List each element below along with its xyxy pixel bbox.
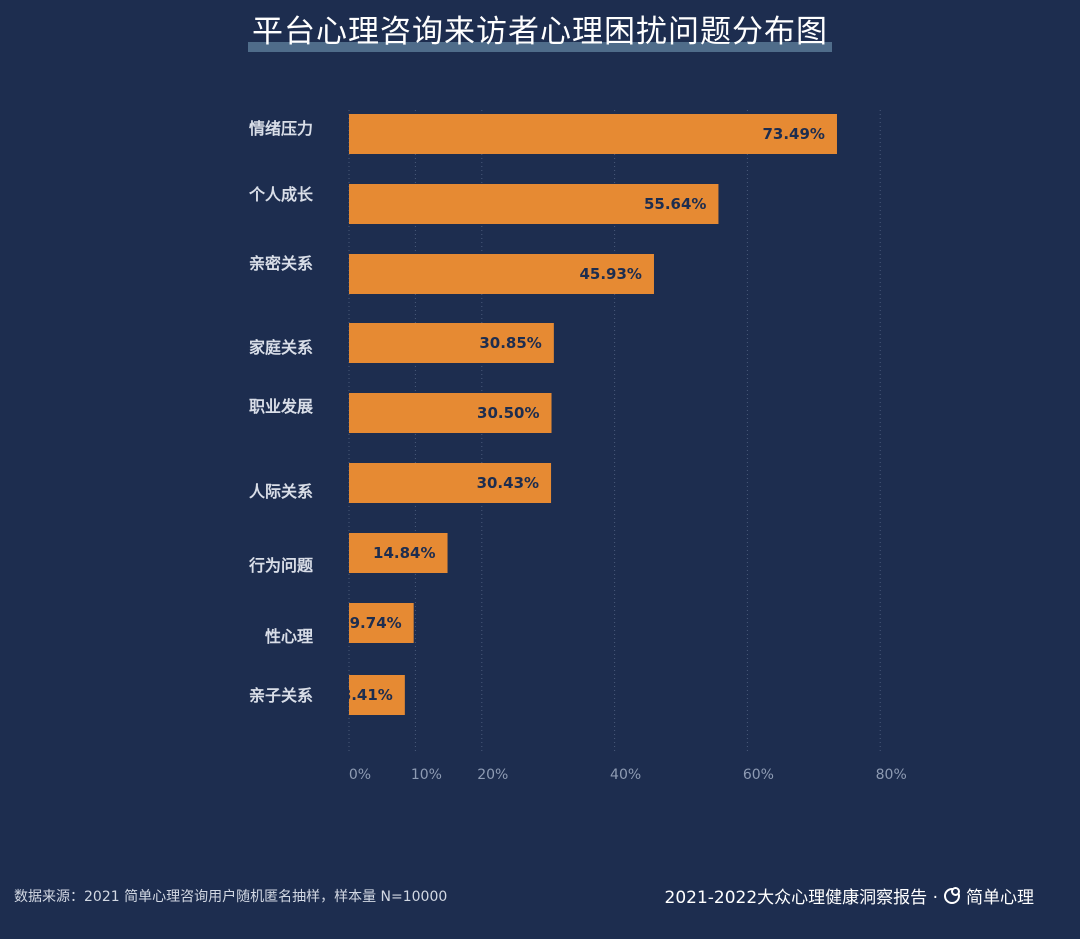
value-label: 8.41%: [341, 686, 393, 704]
x-tick-label: 10%: [411, 767, 442, 783]
chart-title: 平台心理咨询来访者心理困扰问题分布图: [248, 12, 832, 52]
bar-4: [349, 393, 552, 433]
value-label: 30.85%: [479, 334, 541, 352]
bar-0: [349, 114, 837, 154]
brand-name: 简单心理: [966, 888, 1034, 908]
category-label: 个人成长: [248, 185, 314, 204]
data-source-note: 数据来源：2021 简单心理咨询用户随机匿名抽样，样本量 N=10000: [14, 889, 448, 905]
value-label: 14.84%: [373, 544, 435, 562]
brand-logo-icon: [944, 886, 960, 904]
value-label: 30.43%: [477, 474, 539, 492]
report-credit: 2021-2022大众心理健康洞察报告 · 简单心理: [665, 883, 1034, 908]
category-label: 家庭关系: [249, 338, 313, 357]
value-label: 45.93%: [579, 265, 641, 283]
x-tick-label: 40%: [610, 767, 641, 783]
category-label: 行为问题: [248, 556, 314, 575]
value-label: 30.50%: [477, 404, 539, 422]
category-label: 性心理: [265, 627, 313, 646]
bar-7: [349, 603, 414, 643]
category-label: 职业发展: [249, 397, 314, 416]
value-label: 9.74%: [350, 614, 402, 632]
report-name: 2021-2022大众心理健康洞察报告 ·: [664, 888, 938, 908]
value-label: 73.49%: [762, 125, 824, 143]
category-label: 情绪压力: [249, 119, 313, 138]
category-label: 亲子关系: [249, 686, 313, 705]
value-label: 55.64%: [644, 195, 706, 213]
category-label: 亲密关系: [249, 254, 313, 273]
bar-5: [349, 463, 552, 503]
title-wrap: 平台心理咨询来访者心理困扰问题分布图: [0, 12, 1080, 52]
bar-1: [349, 184, 719, 224]
bar-8: [349, 675, 405, 715]
bar-3: [349, 323, 554, 363]
bar-6: [349, 533, 448, 573]
category-label: 人际关系: [249, 482, 313, 501]
x-tick-label: 80%: [876, 767, 907, 783]
x-tick-label: 60%: [743, 767, 774, 783]
x-tick-label: 0%: [349, 767, 371, 783]
bar-2: [349, 254, 654, 294]
x-tick-label: 20%: [477, 767, 508, 783]
